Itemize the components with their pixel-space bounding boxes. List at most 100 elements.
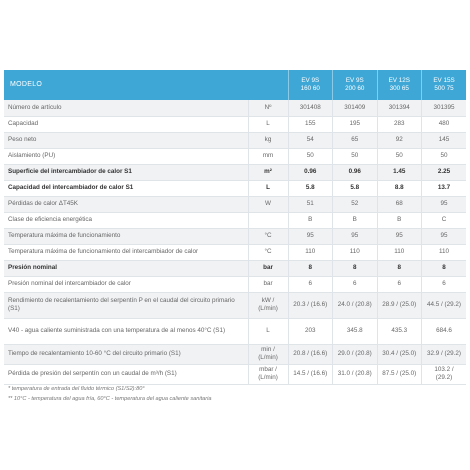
row-value: 31.0 / (20.8) bbox=[332, 364, 378, 385]
row-unit: kg bbox=[248, 132, 289, 149]
row-label: Temperatura máxima de funcionamiento bbox=[4, 228, 249, 245]
row-value: 301408 bbox=[288, 100, 334, 117]
row-value: 32.9 / (29.2) bbox=[421, 344, 467, 365]
header-title: MODELO bbox=[4, 70, 289, 100]
row-value: 301395 bbox=[421, 100, 467, 117]
row-unit: °C bbox=[248, 244, 289, 261]
row-value: 8 bbox=[332, 260, 378, 277]
row-value: 95 bbox=[421, 196, 467, 213]
table-row: Tiempo de recalentamiento 10-60 °C del c… bbox=[4, 344, 467, 365]
table-row: Presión nominal del intercambiador de ca… bbox=[4, 276, 467, 293]
row-unit: mm bbox=[248, 148, 289, 165]
row-label: Temperatura máxima de funcionamiento del… bbox=[4, 244, 249, 261]
row-label: Capacidad bbox=[4, 116, 249, 133]
footnote: * temperatura de entrada del fluido térm… bbox=[8, 386, 145, 392]
table-body: Número de artículo Nº 301408 301409 301394 30… bbox=[4, 100, 467, 385]
row-value: 155 bbox=[288, 116, 334, 133]
row-value: 87.5 / (25.0) bbox=[377, 364, 423, 385]
table-row: Capacidad L 155 195 283 480 bbox=[4, 116, 467, 133]
row-value: 1.45 bbox=[377, 164, 423, 181]
row-label: V40 - agua caliente suministrada con una… bbox=[4, 318, 249, 345]
model-size: 500 75 bbox=[434, 85, 454, 92]
row-value: 6 bbox=[288, 276, 334, 293]
model-name: EV 15S bbox=[433, 77, 455, 85]
row-value: 44.5 / (29.2) bbox=[421, 292, 467, 319]
row-value: 283 bbox=[377, 116, 423, 133]
row-value: 65 bbox=[332, 132, 378, 149]
model-header: EV 15S 500 75 bbox=[421, 70, 467, 100]
row-unit: L bbox=[248, 180, 289, 197]
row-value: 0.96 bbox=[288, 164, 334, 181]
row-value: 110 bbox=[288, 244, 334, 261]
row-value: 195 bbox=[332, 116, 378, 133]
row-value: 50 bbox=[288, 148, 334, 165]
table-row: Presión nominal bar 8 8 8 8 bbox=[4, 260, 467, 277]
row-unit: bar bbox=[248, 276, 289, 293]
row-value: 103.2 / (29.2) bbox=[421, 364, 467, 385]
row-value: 110 bbox=[377, 244, 423, 261]
table-row: Superficie del intercambiador de calor S… bbox=[4, 164, 467, 181]
row-value: 13.7 bbox=[421, 180, 467, 197]
row-label: Pérdida de presión del serpentín con un … bbox=[4, 364, 249, 385]
row-value: 92 bbox=[377, 132, 423, 149]
row-label: Rendimiento de recalentamiento del serpe… bbox=[4, 292, 249, 319]
row-value: 50 bbox=[421, 148, 467, 165]
row-value: 8.8 bbox=[377, 180, 423, 197]
row-value: 8 bbox=[377, 260, 423, 277]
row-value: 5.8 bbox=[288, 180, 334, 197]
row-label: Número de artículo bbox=[4, 100, 249, 117]
row-unit: L bbox=[248, 116, 289, 133]
row-label: Capacidad del intercambiador de calor S1 bbox=[4, 180, 249, 197]
model-size: 200 60 bbox=[345, 85, 365, 92]
table-row: Peso neto kg 54 65 92 145 bbox=[4, 132, 467, 149]
row-value: 95 bbox=[421, 228, 467, 245]
row-value: 54 bbox=[288, 132, 334, 149]
row-value: 8 bbox=[288, 260, 334, 277]
row-value: 51 bbox=[288, 196, 334, 213]
row-label: Peso neto bbox=[4, 132, 249, 149]
row-value: C bbox=[421, 212, 467, 229]
row-unit: Nº bbox=[248, 100, 289, 117]
row-unit: min / (L/min) bbox=[248, 344, 289, 365]
row-value: 68 bbox=[377, 196, 423, 213]
table-row: Número de artículo Nº 301408 301409 301394 30… bbox=[4, 100, 467, 117]
row-value: 301409 bbox=[332, 100, 378, 117]
row-label: Clase de eficiencia energética bbox=[4, 212, 249, 229]
footnote: ** 10°C - temperatura del agua fría, 60°… bbox=[8, 396, 212, 402]
row-value: B bbox=[377, 212, 423, 229]
row-value: 435.3 bbox=[377, 318, 423, 345]
row-value: 110 bbox=[332, 244, 378, 261]
row-label: Presión nominal bbox=[4, 260, 249, 277]
row-label: Pérdidas de calor ΔT45K bbox=[4, 196, 249, 213]
table-row: Temperatura máxima de funcionamiento del… bbox=[4, 244, 467, 261]
row-value: 480 bbox=[421, 116, 467, 133]
row-value: 345.8 bbox=[332, 318, 378, 345]
row-value: 5.8 bbox=[332, 180, 378, 197]
spec-table: MODELO EV 9S 160 60 EV 9S 200 60 EV 12S … bbox=[4, 70, 467, 385]
row-value: 29.0 / (20.8) bbox=[332, 344, 378, 365]
row-unit: mbar / (L/min) bbox=[248, 364, 289, 385]
row-value: 95 bbox=[332, 228, 378, 245]
row-value: 20.8 / (16.6) bbox=[288, 344, 334, 365]
model-header: EV 9S 200 60 bbox=[332, 70, 378, 100]
model-name: EV 9S bbox=[301, 77, 320, 85]
table-row: Rendimiento de recalentamiento del serpe… bbox=[4, 292, 467, 319]
row-label: Tiempo de recalentamiento 10-60 °C del c… bbox=[4, 344, 249, 365]
row-value: 0.96 bbox=[332, 164, 378, 181]
table-row: V40 - agua caliente suministrada con una… bbox=[4, 318, 467, 345]
table-row: Pérdidas de calor ΔT45K W 51 52 68 95 bbox=[4, 196, 467, 213]
table-row: Temperatura máxima de funcionamiento °C 95… bbox=[4, 228, 467, 245]
table-row: Aislamiento (PU) mm 50 50 50 50 bbox=[4, 148, 467, 165]
row-unit: bar bbox=[248, 260, 289, 277]
row-unit: W bbox=[248, 196, 289, 213]
table-header-row: MODELO EV 9S 160 60 EV 9S 200 60 EV 12S … bbox=[4, 70, 467, 100]
model-size: 300 65 bbox=[389, 85, 409, 92]
row-value: 2.25 bbox=[421, 164, 467, 181]
row-unit: L bbox=[248, 318, 289, 345]
row-value: 50 bbox=[332, 148, 378, 165]
row-label: Aislamiento (PU) bbox=[4, 148, 249, 165]
table-row: Capacidad del intercambiador de calor S1… bbox=[4, 180, 467, 197]
row-value: 95 bbox=[288, 228, 334, 245]
row-value: 145 bbox=[421, 132, 467, 149]
table-row: Pérdida de presión del serpentín con un … bbox=[4, 364, 467, 385]
